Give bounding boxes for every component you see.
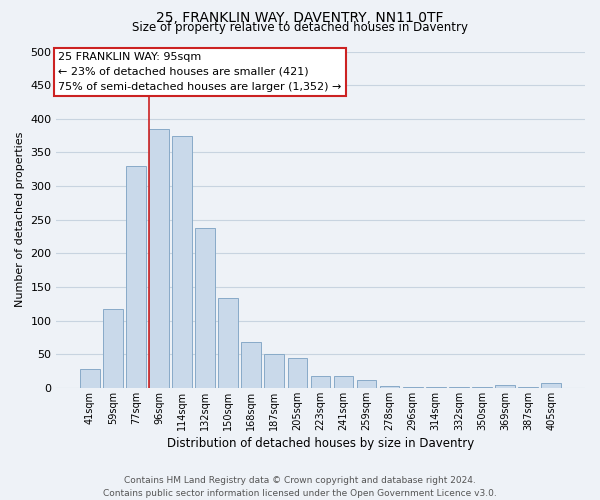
Bar [311, 376, 330, 388]
Bar [495, 385, 515, 388]
Bar [80, 369, 100, 388]
Bar [334, 376, 353, 388]
Text: 25 FRANKLIN WAY: 95sqm
← 23% of detached houses are smaller (421)
75% of semi-de: 25 FRANKLIN WAY: 95sqm ← 23% of detached… [58, 52, 342, 92]
X-axis label: Distribution of detached houses by size in Daventry: Distribution of detached houses by size … [167, 437, 474, 450]
Bar [357, 380, 376, 388]
Bar [287, 358, 307, 388]
Bar [126, 166, 146, 388]
Bar [380, 386, 400, 388]
Y-axis label: Number of detached properties: Number of detached properties [15, 132, 25, 308]
Bar [541, 383, 561, 388]
Text: Size of property relative to detached houses in Daventry: Size of property relative to detached ho… [132, 21, 468, 34]
Bar [265, 354, 284, 388]
Bar [103, 309, 122, 388]
Bar [472, 386, 492, 388]
Bar [518, 386, 538, 388]
Bar [449, 386, 469, 388]
Bar [172, 136, 192, 388]
Bar [426, 386, 446, 388]
Bar [149, 129, 169, 388]
Bar [403, 386, 422, 388]
Bar [218, 298, 238, 388]
Bar [195, 228, 215, 388]
Text: Contains HM Land Registry data © Crown copyright and database right 2024.
Contai: Contains HM Land Registry data © Crown c… [103, 476, 497, 498]
Bar [241, 342, 261, 388]
Text: 25, FRANKLIN WAY, DAVENTRY, NN11 0TF: 25, FRANKLIN WAY, DAVENTRY, NN11 0TF [156, 11, 444, 25]
